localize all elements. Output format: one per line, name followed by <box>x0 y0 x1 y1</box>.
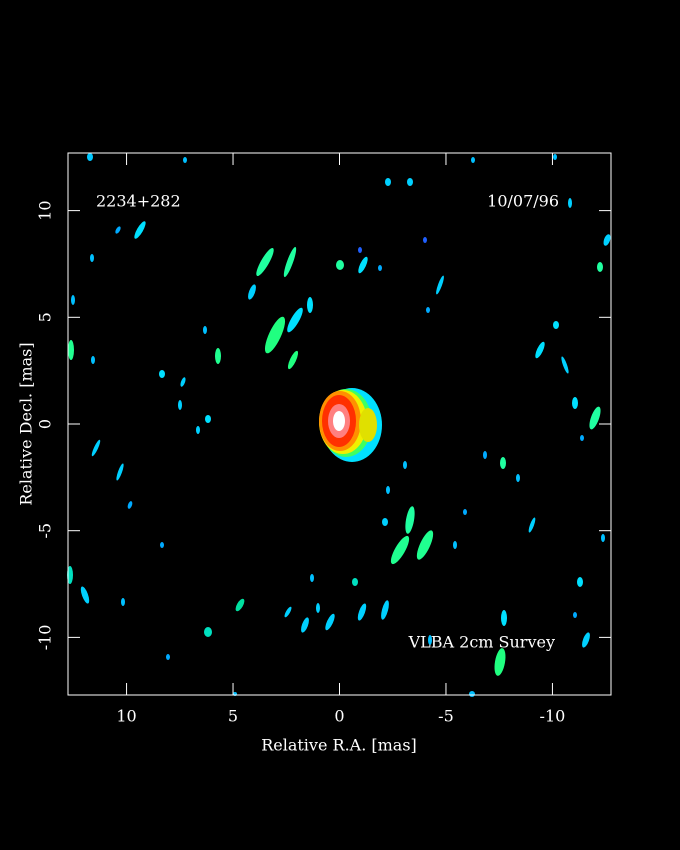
emission-blob <box>572 397 578 409</box>
emission-blob <box>215 348 221 364</box>
emission-blob <box>287 307 303 333</box>
emission-blob <box>283 246 297 278</box>
x-tick-label: -5 <box>438 707 454 726</box>
emission-blob <box>528 517 536 533</box>
emission-blob <box>390 535 410 565</box>
x-tick-label: 0 <box>334 707 344 726</box>
emission-blob <box>121 598 125 606</box>
emission-blob <box>336 260 344 270</box>
emission-blob <box>203 326 207 334</box>
emission-blob <box>603 234 611 246</box>
emission-blob <box>405 506 415 534</box>
emission-blob <box>235 598 245 612</box>
x-tick-label: 10 <box>116 707 136 726</box>
emission-blob <box>90 254 94 262</box>
emission-blob <box>71 295 75 305</box>
date-label: 10/07/96 <box>487 192 559 211</box>
emission-blob <box>264 316 286 354</box>
emission-blob <box>166 654 170 660</box>
y-tick-label: 0 <box>36 419 55 429</box>
emission-blob <box>483 451 487 459</box>
emission-blob <box>357 603 367 621</box>
emission-blob <box>256 248 274 276</box>
survey-label: VLBA 2cm Survey <box>408 633 555 652</box>
emission-blob <box>287 350 299 370</box>
emission-blob <box>469 691 475 697</box>
emission-blob <box>403 461 407 469</box>
emission-blob <box>385 178 391 186</box>
emission-blob <box>580 435 584 441</box>
emission-blob <box>116 463 124 481</box>
emission-blob <box>178 400 182 410</box>
emission-blob <box>407 178 413 186</box>
emission-blob <box>284 606 292 618</box>
emission-blob <box>589 406 601 430</box>
emission-blob <box>127 501 133 509</box>
emission-blob <box>115 226 121 234</box>
emission-blob <box>500 457 506 469</box>
emission-blob <box>196 426 200 434</box>
emission-blob <box>87 153 93 161</box>
emission-blob <box>358 247 362 253</box>
emission-blob <box>463 509 467 515</box>
emission-blob <box>561 356 569 374</box>
emission-blob <box>134 221 146 239</box>
emission-blob <box>316 603 320 613</box>
x-tick-label: -10 <box>540 707 566 726</box>
emission-blob <box>358 256 368 274</box>
emission-blob <box>535 341 545 359</box>
radio-map <box>67 153 611 697</box>
emission-blob <box>426 307 430 313</box>
emission-blob <box>378 265 382 271</box>
emission-blob <box>180 377 186 387</box>
emission-blob <box>501 610 507 626</box>
emission-blob <box>382 518 388 526</box>
emission-blob <box>601 534 605 542</box>
emission-blob <box>568 198 572 208</box>
y-tick-label: 10 <box>36 200 55 220</box>
emission-blob <box>204 627 212 637</box>
emission-blob <box>516 474 520 482</box>
core-emission <box>333 411 345 431</box>
emission-blob <box>310 574 314 582</box>
emission-blob <box>573 612 577 618</box>
emission-blob <box>381 600 389 620</box>
emission-blob <box>386 486 390 494</box>
jet-emission <box>359 408 377 442</box>
emission-blob <box>471 157 475 163</box>
emission-blob <box>423 237 427 243</box>
y-tick-label: 5 <box>36 312 55 322</box>
emission-blob <box>248 284 256 300</box>
emission-blob <box>582 632 590 648</box>
emission-blob <box>453 541 457 549</box>
emission-blob <box>307 297 313 313</box>
emission-blob <box>553 154 557 160</box>
emission-blob <box>597 262 603 272</box>
emission-blob <box>68 340 74 360</box>
x-axis-label: Relative R.A. [mas] <box>261 736 417 755</box>
emission-blob <box>205 415 211 423</box>
x-tick-label: 5 <box>228 707 238 726</box>
emission-blob <box>494 648 506 676</box>
y-tick-label: -10 <box>36 625 55 651</box>
emission-blob <box>325 613 335 631</box>
emission-blob <box>183 157 187 163</box>
y-tick-label: -5 <box>36 523 55 539</box>
emission-blob <box>160 542 164 548</box>
emission-blob <box>301 617 309 633</box>
emission-blob <box>577 577 583 587</box>
emission-blob <box>553 321 559 329</box>
emission-blob <box>91 439 101 457</box>
emission-blob <box>416 530 434 560</box>
emission-blob <box>428 635 432 645</box>
emission-blob <box>352 578 358 586</box>
emission-blob <box>159 370 165 378</box>
emission-blob <box>436 275 444 295</box>
y-axis-label: Relative Decl. [mas] <box>17 342 36 505</box>
source-label: 2234+282 <box>96 192 181 211</box>
emission-blob <box>91 356 95 364</box>
emission-blob <box>80 586 90 604</box>
